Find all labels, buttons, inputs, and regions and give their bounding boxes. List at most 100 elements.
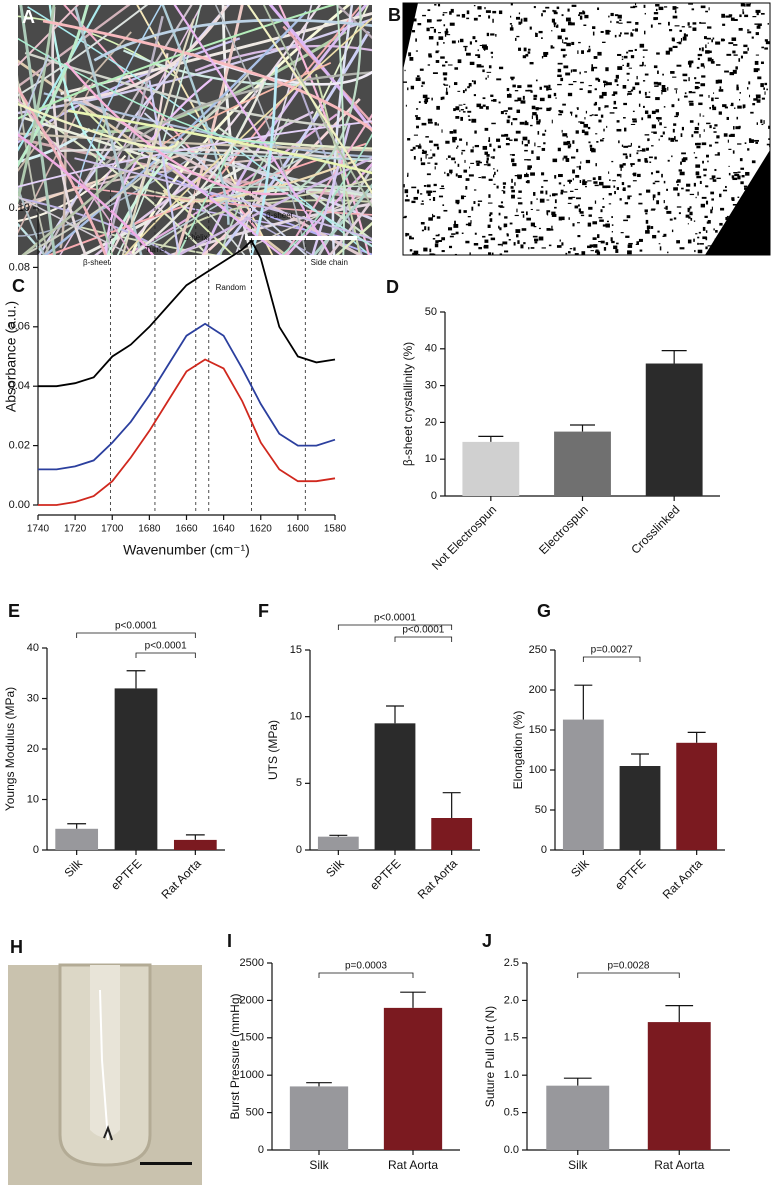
speckle bbox=[720, 207, 725, 211]
speckle bbox=[563, 191, 568, 193]
speckle bbox=[618, 22, 623, 24]
speckle bbox=[667, 159, 670, 162]
speckle bbox=[546, 210, 551, 213]
speckle bbox=[551, 119, 553, 124]
speckle bbox=[646, 148, 648, 151]
significance-bracket bbox=[394, 636, 453, 642]
speckle bbox=[653, 131, 657, 134]
speckle bbox=[427, 64, 431, 66]
speckle bbox=[533, 225, 537, 228]
speckle bbox=[693, 152, 696, 154]
speckle bbox=[461, 152, 463, 155]
speckle bbox=[539, 97, 545, 102]
speckle bbox=[710, 191, 715, 195]
speckle bbox=[637, 173, 641, 178]
speckle bbox=[546, 199, 550, 201]
speckle bbox=[620, 232, 624, 234]
speckle bbox=[651, 110, 656, 115]
speckle bbox=[423, 247, 428, 252]
speckle bbox=[755, 94, 759, 96]
speckle bbox=[594, 101, 598, 106]
speckle bbox=[544, 129, 547, 132]
speckle bbox=[409, 235, 412, 239]
speckle bbox=[601, 91, 607, 96]
speckle bbox=[520, 20, 523, 24]
speckle bbox=[661, 84, 666, 89]
speckle bbox=[695, 164, 701, 168]
speckle bbox=[441, 185, 444, 188]
speckle bbox=[409, 249, 413, 252]
speckle bbox=[409, 57, 414, 61]
speckle bbox=[632, 5, 638, 8]
speckle bbox=[662, 131, 665, 135]
speckle bbox=[575, 114, 578, 118]
speckle bbox=[724, 70, 729, 73]
speckle bbox=[477, 6, 482, 10]
speckle bbox=[650, 24, 653, 28]
speckle bbox=[511, 158, 515, 163]
speckle bbox=[500, 201, 504, 204]
speckle bbox=[418, 101, 421, 104]
speckle bbox=[448, 227, 453, 231]
speckle bbox=[435, 51, 439, 54]
y-axis-label: UTS (MPa) bbox=[266, 720, 280, 780]
speckle bbox=[429, 248, 432, 253]
speckle bbox=[451, 157, 456, 161]
speckle bbox=[608, 203, 612, 205]
speckle bbox=[411, 200, 416, 204]
speckle bbox=[695, 171, 700, 174]
speckle bbox=[730, 104, 732, 106]
speckle bbox=[498, 225, 500, 229]
speckle bbox=[527, 51, 531, 54]
speckle bbox=[618, 140, 620, 144]
speckle bbox=[514, 214, 519, 217]
speckle bbox=[454, 161, 456, 164]
speckle bbox=[732, 69, 737, 74]
speckle bbox=[734, 173, 740, 177]
speckle bbox=[736, 116, 739, 120]
speckle bbox=[429, 140, 433, 143]
speckle bbox=[420, 193, 423, 195]
speckle bbox=[692, 22, 697, 25]
speckle bbox=[417, 22, 422, 26]
speckle bbox=[743, 44, 748, 48]
speckle bbox=[613, 245, 618, 250]
speckle bbox=[522, 95, 525, 100]
speckle bbox=[666, 188, 668, 191]
speckle bbox=[546, 88, 552, 91]
speckle bbox=[599, 139, 604, 142]
speckle bbox=[701, 47, 704, 52]
speckle bbox=[498, 212, 501, 216]
speckle bbox=[598, 217, 603, 219]
fiber bbox=[137, 150, 371, 160]
speckle bbox=[538, 236, 544, 241]
speckle bbox=[598, 240, 604, 243]
speckle bbox=[684, 95, 688, 98]
speckle bbox=[528, 89, 532, 92]
speckle bbox=[695, 196, 697, 199]
speckle bbox=[751, 160, 756, 164]
speckle bbox=[492, 10, 497, 14]
speckle bbox=[541, 55, 544, 59]
speckle bbox=[524, 149, 528, 152]
speckle bbox=[726, 116, 729, 120]
speckle bbox=[636, 150, 640, 152]
speckle bbox=[484, 151, 489, 155]
x-tick-label: 1720 bbox=[64, 524, 87, 535]
speckle bbox=[496, 78, 502, 81]
speckle bbox=[518, 47, 522, 51]
speckle bbox=[517, 197, 522, 199]
speckle bbox=[520, 18, 523, 22]
speckle bbox=[635, 28, 639, 32]
speckle bbox=[503, 185, 506, 189]
speckle bbox=[464, 159, 466, 163]
panel-label: G bbox=[537, 601, 551, 621]
speckle bbox=[455, 173, 458, 177]
bar bbox=[383, 1007, 443, 1150]
x-tick-label: Silk bbox=[309, 1158, 329, 1172]
speckle bbox=[552, 9, 555, 12]
fiber bbox=[63, 5, 268, 243]
speckle bbox=[482, 69, 485, 73]
y-tick-label: 2000 bbox=[240, 994, 264, 1006]
speckle bbox=[742, 9, 744, 13]
